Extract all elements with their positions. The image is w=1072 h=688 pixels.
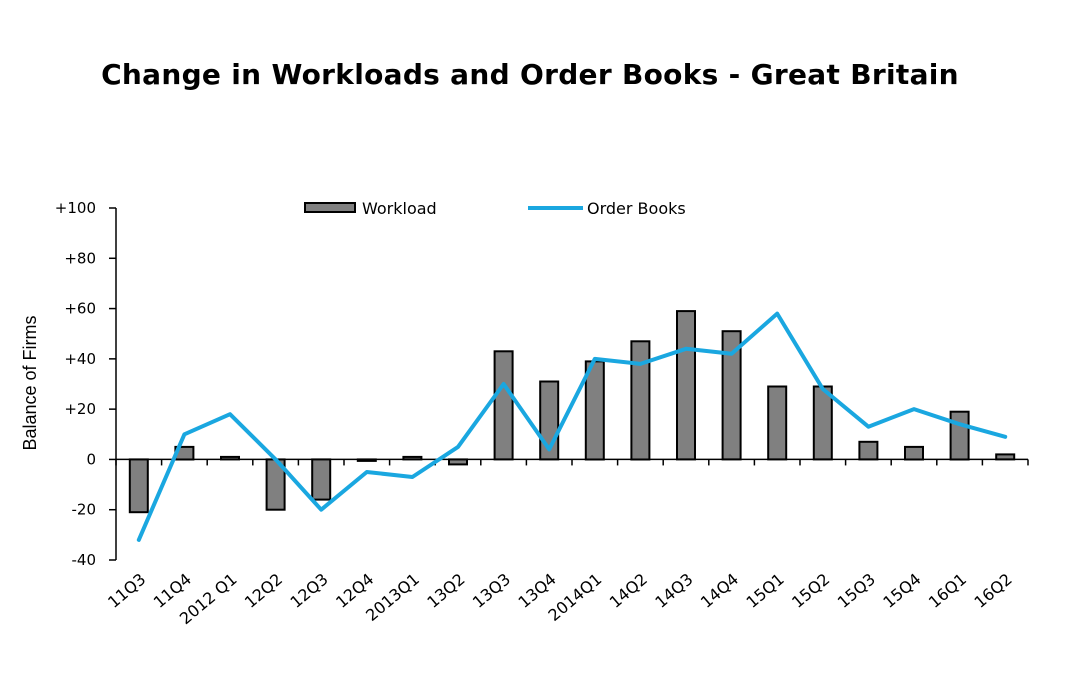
x-tick-label: 14Q4 [697,570,742,612]
y-tick-label: +60 [64,300,96,318]
workload-bar [904,445,924,461]
workload-bar [676,310,696,461]
axes [109,207,1029,561]
x-tick-label: 11Q3 [104,570,149,612]
y-tick-label: -40 [72,551,97,569]
x-tick-label: 14Q3 [651,570,696,612]
y-tick-label: 0 [86,450,96,468]
legend: Workload Order Books [304,199,686,218]
x-tick-label: 12Q2 [241,570,286,612]
x-tick-label: 15Q3 [834,570,879,612]
legend-swatch-workload [304,202,356,213]
x-tick-label: 16Q2 [971,570,1016,612]
y-tick-label: -20 [72,501,97,519]
y-tick-label: +80 [64,249,96,267]
x-tick-label: 15Q4 [879,570,924,612]
x-tick-label: 13Q3 [469,570,514,612]
y-tick-labels: -40 -20 0 +20 +40 +60 +80 +100 [55,199,96,569]
order-books-line [136,311,1008,542]
workload-bars [128,310,1016,514]
legend-label-workload: Workload [362,199,437,218]
workload-bar [812,385,833,461]
workload-bar [128,458,149,514]
x-tick-label: 16Q1 [925,570,970,612]
x-tick-label: 14Q2 [606,570,651,612]
chart-title: Change in Workloads and Order Books - Gr… [101,58,959,91]
workload-bar [995,453,1016,461]
order-books-series-line [136,311,1008,542]
y-tick-label: +40 [64,350,96,368]
workload-bar [858,440,879,461]
y-axis-title: Balance of Firms [20,315,40,450]
workload-bar [311,458,332,501]
x-tick-label: 15Q2 [788,570,833,612]
x-tick-label: 12Q3 [287,570,332,612]
workload-bar [630,340,651,461]
y-tick-label: +100 [55,199,96,217]
legend-label-order-books: Order Books [587,199,686,218]
workload-bar [767,385,788,461]
workload-bar [949,410,970,461]
y-tick-label: +20 [64,400,96,418]
workload-bar [493,350,514,461]
x-tick-label: 13Q2 [423,570,468,612]
x-tick-label: 15Q1 [743,570,788,612]
workload-bar [584,360,605,461]
